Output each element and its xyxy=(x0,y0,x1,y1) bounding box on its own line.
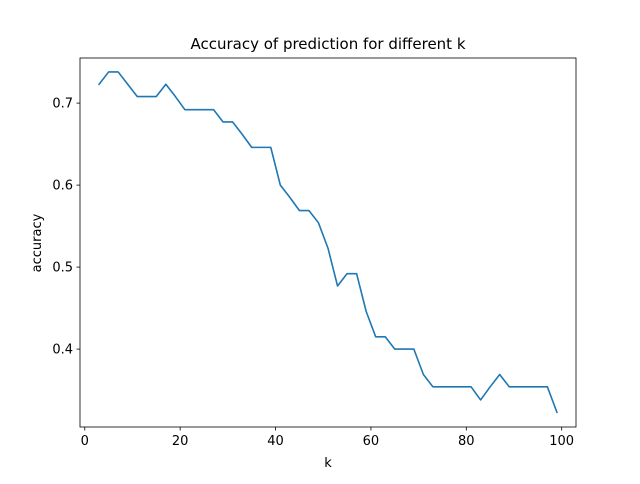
y-tick-label: 0.5 xyxy=(52,261,73,276)
plot-frame xyxy=(79,57,577,428)
x-tick-label: 40 xyxy=(267,434,284,449)
axes-frame xyxy=(79,57,577,428)
y-tick-label: 0.7 xyxy=(52,97,73,112)
series-line-accuracy xyxy=(97,71,558,414)
chart-title: Accuracy of prediction for different k xyxy=(190,35,465,53)
y-axis: 0.4 0.5 0.6 0.7 xyxy=(52,97,80,358)
x-axis: 0 20 40 60 80 100 xyxy=(81,427,574,449)
series-layer xyxy=(97,71,558,414)
x-tick-label: 100 xyxy=(549,434,574,449)
x-tick-label: 0 xyxy=(81,434,89,449)
y-axis-label: accuracy xyxy=(30,213,45,272)
y-tick-label: 0.4 xyxy=(52,343,73,358)
x-tick-label: 20 xyxy=(172,434,189,449)
x-axis-label: k xyxy=(324,456,332,471)
x-tick-label: 80 xyxy=(458,434,475,449)
y-tick-label: 0.6 xyxy=(52,179,73,194)
x-tick-label: 60 xyxy=(363,434,380,449)
